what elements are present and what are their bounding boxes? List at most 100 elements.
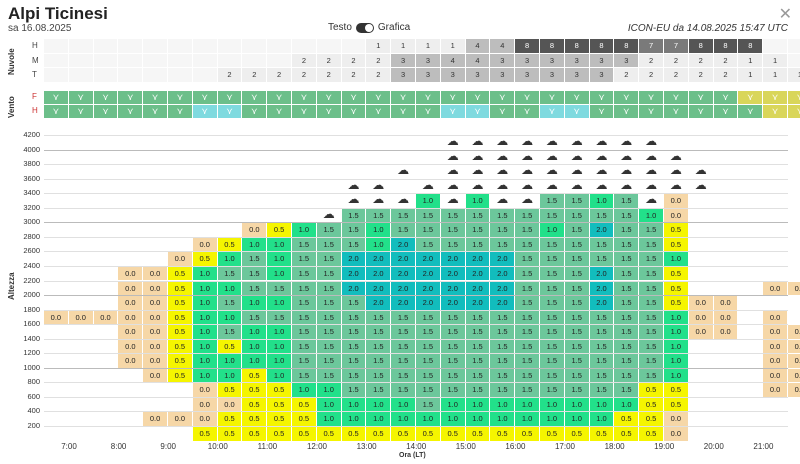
view-toggle[interactable]: Testo Grafica — [328, 22, 410, 33]
cloud-cell: 2 — [664, 68, 688, 82]
thermal-cell: 1.5 — [540, 296, 564, 310]
thermal-cell: 0.5 — [639, 427, 663, 441]
thermal-cell: 1.5 — [416, 310, 440, 325]
cloud-thunder-icon: ☁ — [521, 177, 534, 192]
thermal-cell: 1.5 — [391, 339, 415, 354]
thermal-cell: 1.5 — [366, 208, 391, 223]
thermal-cell: 1.5 — [416, 354, 440, 368]
cloud-cell: 2 — [316, 53, 341, 67]
wind-cell: ⋎ — [341, 105, 366, 118]
cloud-cell: 3 — [416, 53, 440, 67]
wind-arrow-icon: ⋎ — [201, 92, 208, 102]
thermal-cell: 1.5 — [242, 281, 267, 296]
cloud-thunder-icon: ☁ — [645, 148, 658, 163]
thermal-cell: 1.5 — [391, 208, 415, 223]
cloud-thunder-icon: ☁ — [570, 134, 583, 148]
cloud-cell: 3 — [589, 53, 614, 67]
thermal-cell: 0.0 — [763, 339, 787, 354]
thermal-cell: 1.5 — [589, 354, 614, 368]
thermal-cell: 1.5 — [564, 281, 589, 296]
cloud-cell: 2 — [713, 68, 738, 82]
thermal-cell: 1.5 — [440, 310, 465, 325]
cloud-cell: 3 — [391, 53, 415, 67]
thermal-cell: 2.0 — [465, 296, 490, 310]
thermal-cell: 0.5 — [292, 397, 316, 412]
altitude-tick-label: 200 — [27, 421, 40, 430]
thermal-cell: 1.5 — [614, 383, 639, 397]
thermal-cell: 0.5 — [168, 296, 192, 310]
wind-cell: ⋎ — [788, 105, 800, 118]
thermal-cell: 1.5 — [515, 310, 539, 325]
thermal-cell: 0.0 — [143, 281, 167, 296]
cloud-cell: 2 — [713, 53, 738, 67]
thermal-cell: 2.0 — [341, 281, 366, 296]
thermal-cell: 1.5 — [391, 223, 415, 237]
thermal-cell: 1.0 — [366, 412, 391, 426]
grid-line — [44, 426, 788, 427]
thermal-cell: 1.5 — [416, 397, 440, 412]
cloud-cell: 8 — [540, 39, 564, 53]
toggle-graphic-label: Grafica — [377, 22, 411, 33]
thermal-cell: 2.0 — [440, 266, 465, 281]
altitude-tick-label: 800 — [27, 377, 40, 387]
cloud-cell: 2 — [366, 68, 391, 82]
wind-arrow-icon: ⋎ — [449, 106, 456, 116]
cloud-cell — [788, 53, 800, 67]
wind-arrow-icon: ⋎ — [573, 106, 580, 116]
wind-cell: ⋎ — [168, 105, 192, 118]
thermal-cell: 1.5 — [564, 383, 589, 397]
thermal-cell: 1.0 — [267, 354, 291, 368]
thermal-cell: 1.0 — [416, 412, 440, 426]
altitude-tick-label: 1800 — [23, 304, 40, 314]
cloud-thunder-icon: ☁ — [595, 177, 608, 192]
cloud-cell: 2 — [292, 68, 316, 82]
cloud-cell — [192, 39, 217, 53]
wind-arrow-icon: ⋎ — [374, 92, 382, 102]
thermal-cell: 1.5 — [515, 208, 539, 223]
thermal-cell: 1.0 — [192, 325, 217, 339]
cloud-cell: 7 — [639, 39, 663, 53]
thermal-cell: 0.0 — [143, 412, 167, 426]
wind-arrow-icon: ⋎ — [548, 106, 556, 116]
thermal-cell: 1.5 — [639, 325, 663, 339]
cloud-cell — [118, 53, 143, 67]
thermal-cell: 1.5 — [292, 325, 316, 339]
wind-cell: ⋎ — [267, 105, 291, 118]
thermal-cell: 1.5 — [366, 354, 391, 368]
cloud-cell — [44, 53, 68, 67]
cloud-cell — [788, 39, 800, 53]
wind-cell: ⋎ — [217, 105, 242, 118]
thermal-cell: 1.5 — [564, 310, 589, 325]
cloud-thunder-icon: ☁ — [570, 163, 583, 178]
thermal-cell: 0.5 — [664, 281, 688, 296]
thermal-cell: 1.5 — [341, 208, 366, 223]
thermal-cell: 1.0 — [267, 368, 291, 383]
thermal-cell: 1.0 — [242, 354, 267, 368]
wind-cell: ⋎ — [391, 105, 415, 118]
cloud-thunder-icon: ☁ — [496, 177, 509, 192]
thermal-cell: 0.0 — [192, 383, 217, 397]
thermal-cell: 0.0 — [118, 281, 143, 296]
thermal-cell: 1.0 — [242, 339, 267, 354]
altitude-tick-label: 4200 — [23, 130, 40, 139]
altitude-tick-label: 1600 — [23, 319, 40, 329]
time-tick-label: 9:00 — [160, 442, 176, 451]
thermal-cell: 1.5 — [267, 281, 291, 296]
cloud-cell: 1 — [738, 53, 763, 67]
wind-arrow-icon: ⋎ — [102, 92, 109, 102]
thermal-cell: 2.0 — [391, 281, 415, 296]
thermal-cell: 1.5 — [540, 266, 564, 281]
thermal-cell: 0.5 — [564, 427, 589, 441]
grid-line — [44, 178, 788, 180]
cloud-cell: 4 — [465, 39, 490, 53]
toggle-switch[interactable] — [355, 22, 374, 33]
wind-arrow-icon: ⋎ — [424, 92, 432, 102]
thermal-cell: 1.5 — [564, 252, 589, 266]
cloud-cell: 2 — [366, 53, 391, 67]
thermal-cell: 0.0 — [118, 296, 143, 310]
thermal-cell: 1.5 — [217, 266, 242, 281]
close-icon[interactable]: ✕ — [778, 6, 792, 23]
cloud-thunder-icon: ☁ — [446, 134, 459, 148]
thermal-cell: 1.5 — [515, 223, 539, 237]
page-title: Alpi Ticinesi — [8, 4, 108, 23]
